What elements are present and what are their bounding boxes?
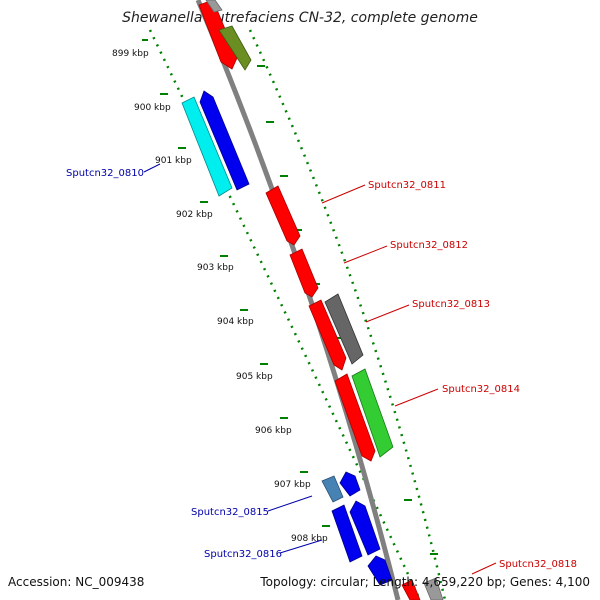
- leader-line: [394, 388, 439, 407]
- gene-arrow[interactable]: [265, 185, 301, 246]
- gene-arrow[interactable]: [181, 96, 233, 197]
- tick-label: 899 kbp: [112, 49, 149, 59]
- gene-arrow[interactable]: [321, 475, 344, 503]
- gene-arrow[interactable]: [367, 555, 393, 586]
- gene-label-sputcn32-0815[interactable]: Sputcn32_0815: [191, 507, 269, 518]
- leader-line: [321, 184, 366, 204]
- gene-arrow[interactable]: [289, 248, 319, 298]
- accession-text: Accession: NC_009438: [8, 575, 144, 589]
- gene-arrow[interactable]: [205, 0, 223, 13]
- gene-arrow[interactable]: [308, 299, 347, 371]
- gene-labels: Sputcn32_0810 Sputcn32_0811 Sputcn32_081…: [66, 168, 577, 570]
- tick-marks: [142, 39, 438, 555]
- label-leaders: [143, 163, 497, 575]
- tick-label: 902 kbp: [176, 210, 213, 220]
- tick-label: 908 kbp: [291, 534, 328, 544]
- gene-arrow[interactable]: [218, 25, 252, 71]
- gene-features: [181, 0, 444, 600]
- tick-label: 906 kbp: [255, 426, 292, 436]
- gene-label-sputcn32-0811[interactable]: Sputcn32_0811: [368, 180, 446, 191]
- gene-arrow[interactable]: [339, 471, 361, 497]
- gene-arrow[interactable]: [349, 500, 381, 556]
- leader-line: [279, 539, 323, 554]
- gene-arrow[interactable]: [324, 293, 364, 365]
- tick-label: 904 kbp: [217, 317, 254, 327]
- tick-label: 900 kbp: [134, 103, 171, 113]
- gene-label-sputcn32-0812[interactable]: Sputcn32_0812: [390, 240, 468, 251]
- gene-arrow[interactable]: [199, 90, 250, 191]
- leader-line: [471, 562, 497, 575]
- gene-arrow[interactable]: [331, 504, 363, 563]
- tick-label: 907 kbp: [274, 480, 311, 490]
- gene-arrow[interactable]: [401, 579, 421, 600]
- gene-label-sputcn32-0810[interactable]: Sputcn32_0810: [66, 168, 144, 179]
- gene-label-sputcn32-0816[interactable]: Sputcn32_0816: [204, 549, 282, 560]
- gene-label-sputcn32-0818[interactable]: Sputcn32_0818: [499, 559, 577, 570]
- gene-arrow[interactable]: [334, 373, 376, 462]
- leader-line: [143, 163, 161, 173]
- map-title: Shewanella putrefaciens CN-32, complete …: [122, 10, 478, 26]
- tick-label: 905 kbp: [236, 372, 273, 382]
- tick-labels: 899 kbp 900 kbp 901 kbp 902 kbp 903 kbp …: [112, 49, 328, 544]
- genome-summary-text: Topology: circular; Length: 4,659,220 bp…: [259, 575, 590, 589]
- tick-label: 903 kbp: [197, 263, 234, 273]
- leader-line: [365, 304, 410, 323]
- gene-arrow[interactable]: [351, 368, 394, 458]
- leader-line: [267, 495, 313, 512]
- gene-label-sputcn32-0813[interactable]: Sputcn32_0813: [412, 299, 490, 310]
- gene-label-sputcn32-0814[interactable]: Sputcn32_0814: [442, 384, 520, 395]
- gene-arrow[interactable]: [423, 577, 444, 600]
- leader-line: [343, 245, 388, 264]
- tick-label: 901 kbp: [155, 156, 192, 166]
